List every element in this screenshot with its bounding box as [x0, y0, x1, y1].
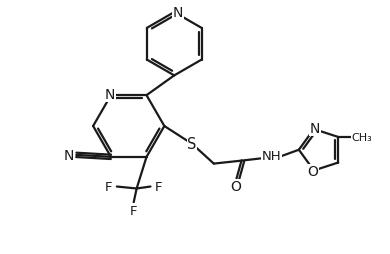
- Text: S: S: [187, 137, 197, 152]
- Text: F: F: [130, 204, 137, 217]
- Text: N: N: [173, 6, 183, 20]
- Text: N: N: [105, 88, 115, 102]
- Text: CH₃: CH₃: [351, 132, 372, 142]
- Text: F: F: [105, 180, 113, 193]
- Text: O: O: [307, 165, 318, 179]
- Text: N: N: [63, 148, 74, 162]
- Text: NH: NH: [261, 150, 281, 163]
- Text: N: N: [310, 122, 320, 136]
- Text: F: F: [155, 180, 162, 193]
- Text: O: O: [230, 180, 241, 194]
